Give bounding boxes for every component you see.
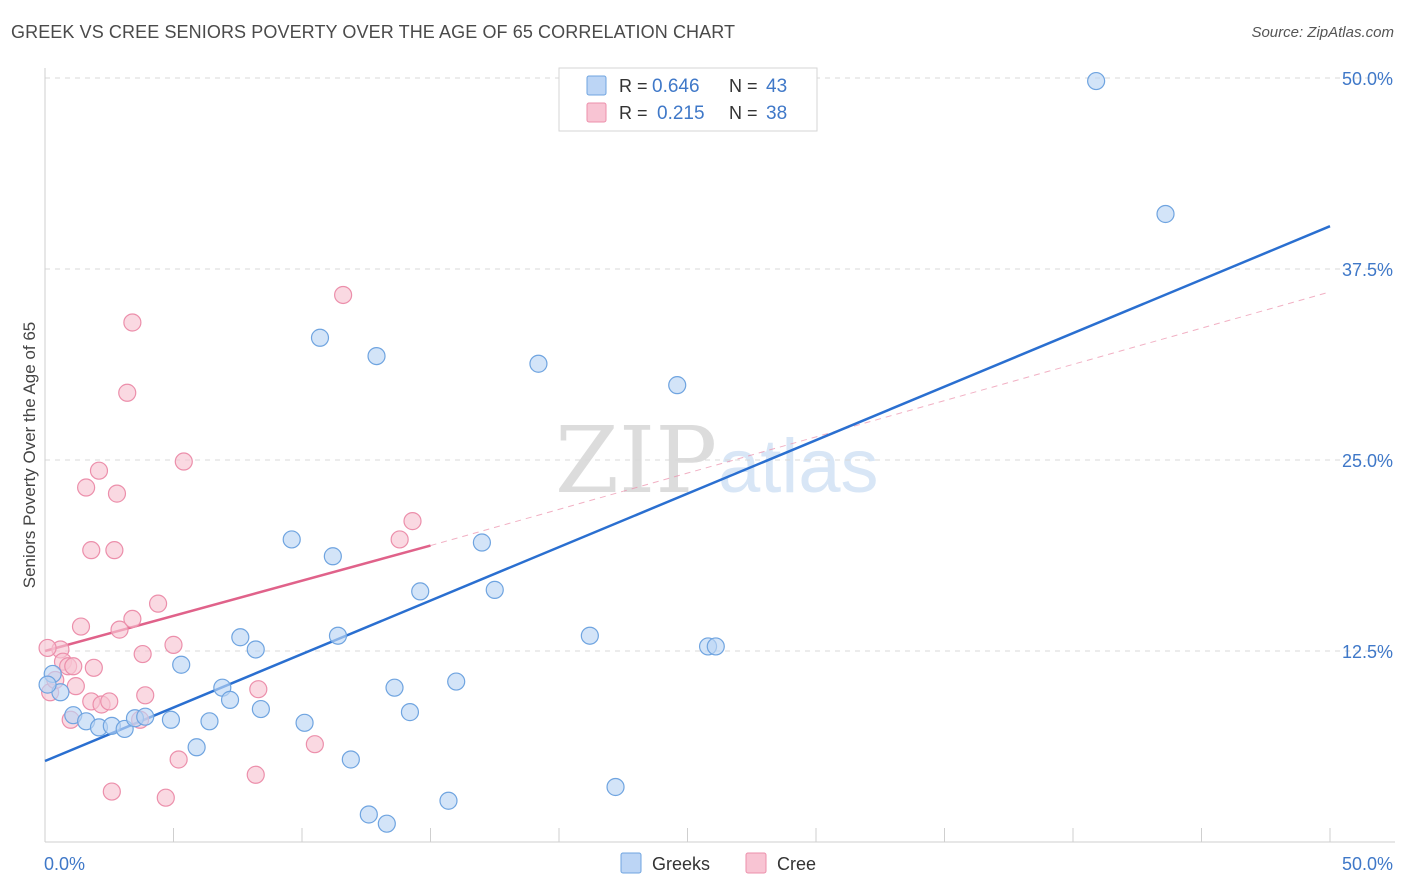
greeks-point xyxy=(246,640,265,659)
point-layer xyxy=(38,71,1175,833)
greeks-point xyxy=(282,530,301,549)
cree-point xyxy=(102,782,121,801)
greeks-point xyxy=(485,580,504,599)
legend-n-value-cree: 38 xyxy=(766,103,787,124)
trend-layer xyxy=(44,225,1331,763)
greeks-point xyxy=(1087,71,1106,91)
y-tick-label: 12.5% xyxy=(1342,642,1393,662)
cree-point xyxy=(105,541,124,560)
cree-point xyxy=(82,541,101,560)
cree-point xyxy=(84,658,103,677)
cree-point xyxy=(123,313,142,332)
cree-point xyxy=(334,285,353,305)
greeks-point xyxy=(472,533,491,552)
greeks-point xyxy=(187,738,206,757)
greeks-point xyxy=(377,814,396,833)
legend-r-label-greeks: R = xyxy=(619,76,648,96)
cree-point xyxy=(403,512,422,531)
greeks-point xyxy=(310,328,330,347)
cree-trend-extension xyxy=(430,291,1331,547)
chart-title: GREEK VS CREE SENIORS POVERTY OVER THE A… xyxy=(11,22,736,42)
legend-swatch-greeks xyxy=(586,75,607,96)
bottom-legend-swatch-cree xyxy=(745,852,767,874)
greeks-point xyxy=(580,626,599,645)
greeks-point xyxy=(161,710,181,729)
x-tick-label-max: 50.0% xyxy=(1342,854,1393,874)
greeks-point xyxy=(447,672,466,691)
greeks-point xyxy=(411,582,430,601)
cree-point xyxy=(156,788,175,807)
greeks-point xyxy=(172,655,191,674)
bottom-legend: Greeks Cree xyxy=(620,852,816,874)
cree-point xyxy=(133,644,152,664)
grid-layer xyxy=(45,77,1395,652)
greeks-point xyxy=(328,626,348,645)
legend-r-label-cree: R = xyxy=(619,103,648,123)
greeks-point xyxy=(385,678,404,697)
greeks-point xyxy=(323,547,342,566)
greeks-point xyxy=(359,805,378,824)
cree-point xyxy=(123,609,142,629)
greeks-point xyxy=(295,713,314,732)
cree-trend-line xyxy=(44,544,431,653)
greeks-point xyxy=(668,376,687,395)
bottom-legend-swatch-greeks xyxy=(620,852,642,874)
cree-point xyxy=(71,617,91,636)
cree-point xyxy=(249,680,268,699)
bottom-legend-label-cree: Cree xyxy=(777,854,816,874)
greeks-point xyxy=(439,791,458,810)
cree-point xyxy=(305,735,324,754)
greeks-point xyxy=(251,699,270,719)
y-tick-label: 37.5% xyxy=(1342,260,1393,280)
cree-point xyxy=(246,765,265,784)
cree-point xyxy=(77,478,96,497)
greeks-point xyxy=(38,675,57,694)
legend-swatch-cree xyxy=(586,102,607,123)
cree-point xyxy=(174,452,193,471)
greeks-point xyxy=(136,707,155,726)
greeks-point xyxy=(400,703,420,722)
cree-point xyxy=(164,635,183,654)
greeks-trend-line xyxy=(44,225,1331,763)
greeks-point xyxy=(706,637,725,656)
cree-point xyxy=(390,530,409,549)
cree-point xyxy=(66,677,85,696)
greeks-point xyxy=(606,777,625,797)
cree-point xyxy=(169,750,188,769)
axis-layer: 12.5% 25.0% 37.5% 50.0% 0.0% 50.0% xyxy=(44,68,1395,874)
greeks-point xyxy=(220,690,240,709)
legend-r-value-cree: 0.215 xyxy=(657,103,705,124)
cree-point xyxy=(118,383,137,402)
greeks-point xyxy=(529,354,548,373)
source-credit: Source: ZipAtlas.com xyxy=(1251,24,1394,41)
legend-n-value-greeks: 43 xyxy=(766,76,787,97)
cree-point xyxy=(64,657,83,676)
legend-n-label-cree: N = xyxy=(729,103,758,123)
cree-point xyxy=(100,692,119,711)
x-tick-label-min: 0.0% xyxy=(44,854,85,874)
y-tick-label: 25.0% xyxy=(1342,451,1393,471)
greeks-point xyxy=(200,712,219,731)
cree-point xyxy=(148,594,168,613)
legend-r-value-greeks: 0.646 xyxy=(652,76,700,97)
bottom-legend-label-greeks: Greeks xyxy=(652,854,710,874)
greeks-point xyxy=(367,346,386,366)
cree-point xyxy=(110,620,129,639)
cree-point xyxy=(136,686,155,705)
cree-point xyxy=(89,461,109,480)
legend: R = 0.646 N = 43 R = 0.215 N = 38 xyxy=(558,67,818,132)
y-tick-label: 50.0% xyxy=(1342,69,1393,89)
cree-point xyxy=(107,484,127,503)
greeks-point xyxy=(341,750,360,769)
watermark-atlas: atlas xyxy=(718,424,879,509)
greeks-point xyxy=(231,628,250,647)
legend-n-label-greeks: N = xyxy=(729,76,758,96)
greeks-point xyxy=(1156,204,1175,224)
cree-point xyxy=(38,638,57,658)
